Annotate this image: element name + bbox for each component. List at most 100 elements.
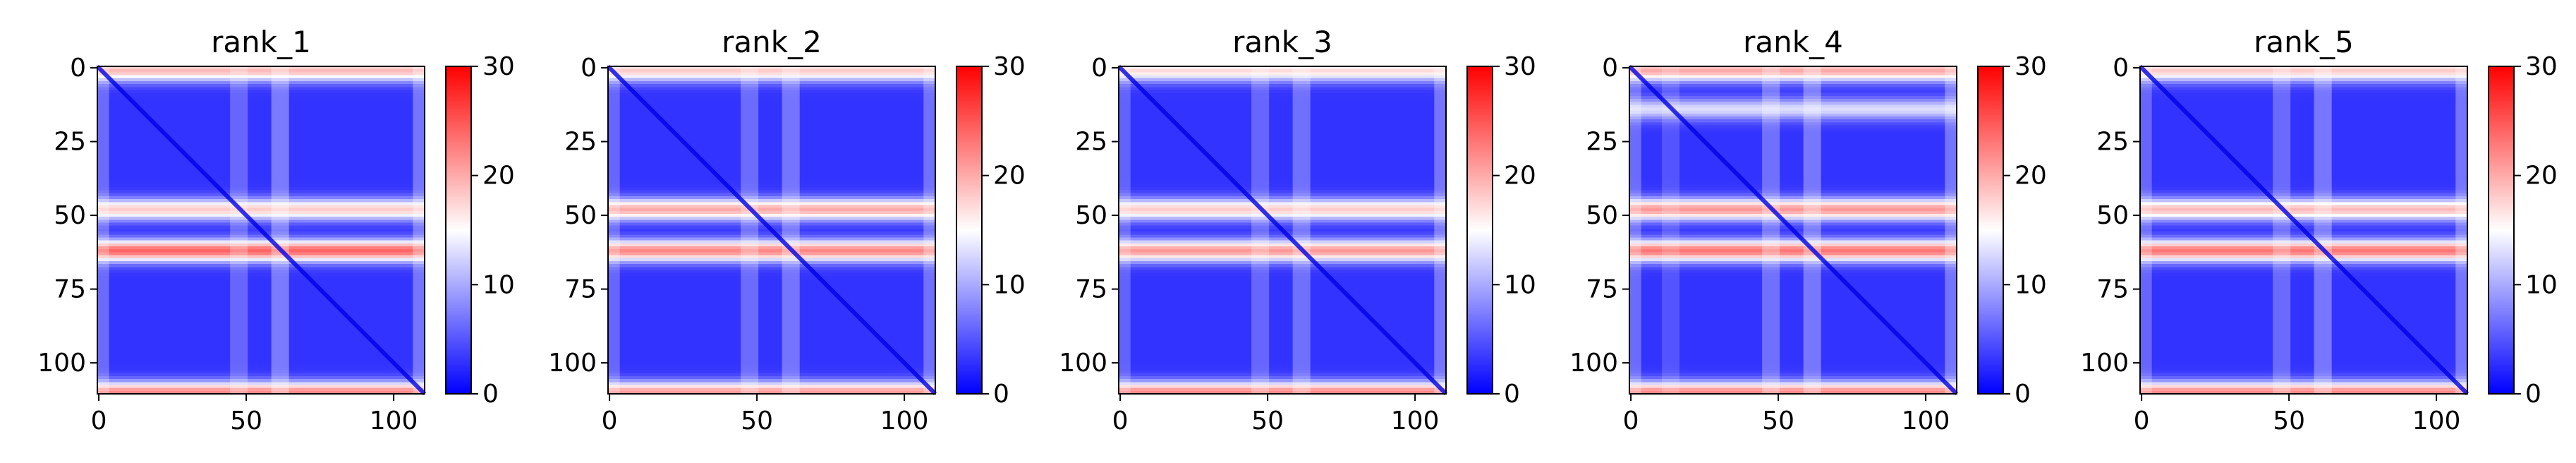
heatmap-column-band	[1112, 66, 1131, 394]
x-tick-label: 0	[1112, 407, 1129, 435]
colorbar-tick-label: 20	[2015, 162, 2047, 191]
heatmap-title: rank_3	[1232, 25, 1332, 59]
heatmap-title: rank_5	[2254, 25, 2354, 59]
heatmap-column-band	[1762, 66, 1780, 394]
colorbar-tick-label: 20	[1504, 162, 1536, 191]
heatmap-frame	[1629, 66, 1957, 395]
heatmap-frame	[2139, 66, 2468, 395]
x-tick-label: 100	[880, 407, 929, 435]
heatmap-column-band	[1803, 66, 1821, 394]
heatmap-diagonal	[1627, 64, 1959, 396]
y-tick-label: 100	[37, 349, 86, 378]
heatmap-frame	[97, 66, 425, 395]
colorbar-tick-label: 10	[2525, 270, 2558, 299]
heatmap-diagonal	[606, 64, 937, 396]
colorbar-tick-label: 0	[2015, 380, 2031, 409]
y-tick-label: 25	[2096, 128, 2129, 157]
y-tick-label: 0	[70, 54, 86, 83]
heatmap-column-band	[1292, 66, 1311, 394]
y-tick-label: 100	[1569, 349, 1618, 378]
heatmap-column-band	[1623, 66, 1641, 394]
heatmap-diagonal	[95, 64, 427, 396]
x-tick-label: 100	[370, 407, 418, 435]
y-tick-label: 25	[564, 128, 597, 157]
x-tick-label: 100	[1902, 407, 1950, 435]
heatmap-column-band	[2314, 66, 2332, 394]
heatmap-panel-5: rank_5 0 25 50 75 100 0 50 100 0 10 20 30	[2080, 25, 2558, 435]
x-tick-label: 50	[2273, 407, 2305, 435]
x-tick-label: 50	[741, 407, 773, 435]
y-tick-label: 25	[1075, 128, 1107, 157]
y-tick-label: 50	[564, 201, 597, 230]
heatmap-panel-3: rank_3 0 25 50 75 100 0 50 100 0 10 20 30	[1059, 25, 1536, 435]
colorbar	[445, 66, 472, 395]
y-tick-label: 0	[1091, 54, 1107, 83]
colorbar-tick-label: 0	[1504, 380, 1520, 409]
y-tick-label: 25	[1586, 128, 1618, 157]
heatmap-column-band	[91, 66, 109, 394]
x-tick-label: 50	[230, 407, 262, 435]
x-tick-label: 50	[1762, 407, 1794, 435]
y-tick-label: 50	[54, 201, 86, 230]
y-tick-label: 0	[581, 54, 597, 83]
heatmap-panel-1: rank_1 0 25 50 75 100 0 50 100 0 10 20 30	[37, 25, 515, 435]
x-tick-label: 0	[2134, 407, 2150, 435]
colorbar-tick-label: 30	[2525, 52, 2558, 81]
colorbar-tick-label: 10	[1504, 270, 1536, 299]
heatmap-column-band	[2134, 66, 2152, 394]
heatmap-column-band	[923, 66, 942, 394]
colorbar-tick-label: 0	[2525, 380, 2541, 409]
y-tick-label: 50	[1586, 201, 1618, 230]
x-tick-label: 50	[1251, 407, 1284, 435]
heatmap-panel-4: rank_4 0 25 50 75 100 0 50 100 0 10 20 30	[1569, 25, 2047, 435]
heatmap-column-band	[230, 66, 248, 394]
colorbar-tick-label: 10	[482, 270, 515, 299]
heatmap-frame	[1118, 66, 1447, 395]
colorbar-tick-label: 20	[993, 162, 1026, 191]
heatmap-title: rank_1	[211, 25, 311, 59]
y-tick-label: 100	[1059, 349, 1107, 378]
heatmap-column-band	[271, 66, 289, 394]
heatmap-column-band	[602, 66, 620, 394]
colorbar-tick-label: 30	[2015, 52, 2047, 81]
x-tick-label: 0	[91, 407, 107, 435]
heatmap-title: rank_2	[722, 25, 822, 59]
x-tick-label: 0	[1623, 407, 1639, 435]
y-tick-label: 100	[2080, 349, 2129, 378]
colorbar	[1977, 66, 2004, 395]
heatmap-column-band	[2273, 66, 2291, 394]
heatmap-column-band	[1661, 66, 1680, 394]
colorbar	[1466, 66, 1493, 395]
y-tick-label: 0	[1602, 54, 1618, 83]
heatmap-diagonal	[1117, 64, 1448, 396]
y-tick-label: 0	[2113, 54, 2129, 83]
colorbar-tick-label: 20	[482, 162, 515, 191]
colorbar-tick-label: 10	[993, 270, 1026, 299]
heatmap-column-band	[1434, 66, 1452, 394]
heatmap-column-band	[413, 66, 431, 394]
y-tick-label: 50	[2096, 201, 2129, 230]
x-tick-label: 0	[602, 407, 618, 435]
colorbar-tick-label: 30	[993, 52, 1026, 81]
x-tick-label: 100	[1391, 407, 1440, 435]
y-tick-label: 75	[1075, 275, 1107, 304]
heatmap-column-band	[782, 66, 800, 394]
heatmap-column-band	[1945, 66, 1963, 394]
heatmap-frame	[607, 66, 936, 395]
colorbar	[2488, 66, 2515, 395]
heatmap-column-band	[1251, 66, 1270, 394]
y-tick-label: 75	[564, 275, 597, 304]
colorbar-tick-label: 30	[482, 52, 515, 81]
colorbar-tick-label: 0	[482, 380, 499, 409]
y-tick-label: 75	[2096, 275, 2129, 304]
colorbar-tick-label: 20	[2525, 162, 2558, 191]
heatmap-column-band	[2455, 66, 2474, 394]
heatmap-column-band	[741, 66, 759, 394]
heatmap-panel-2: rank_2 0 25 50 75 100 0 50 100 0 10 20 30	[548, 25, 1026, 435]
heatmap-diagonal	[2138, 64, 2469, 396]
colorbar-tick-label: 0	[993, 380, 1009, 409]
heatmap-title: rank_4	[1743, 25, 1843, 59]
y-tick-label: 75	[54, 275, 86, 304]
y-tick-label: 100	[548, 349, 597, 378]
